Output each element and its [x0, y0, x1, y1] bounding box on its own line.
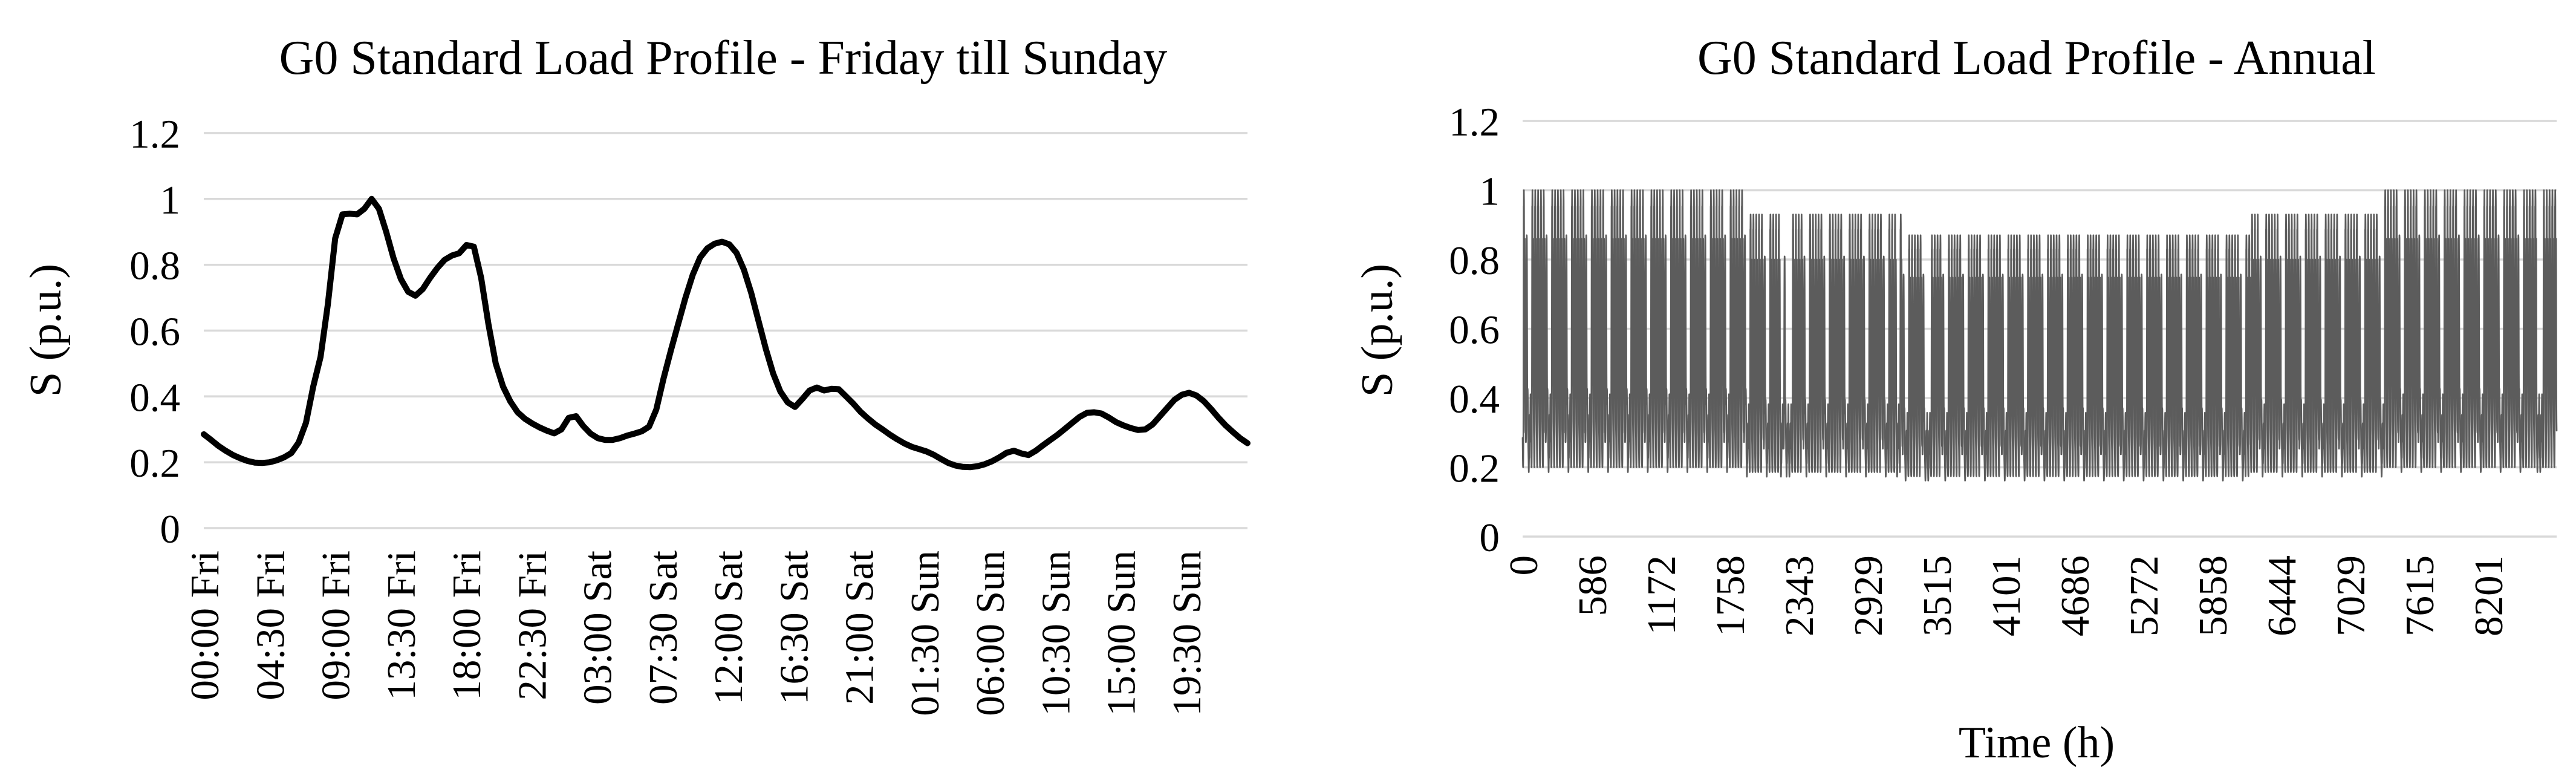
- x-tick-label: 10:30 Sun: [1033, 550, 1078, 716]
- y-tick-label: 1.2: [129, 112, 180, 157]
- y-tick-label: 0.2: [129, 441, 180, 486]
- x-tick-label: 19:30 Sun: [1165, 550, 1209, 716]
- y-tick-label: 0.2: [1449, 446, 1500, 491]
- x-tick-label: 3515: [1915, 555, 1960, 636]
- x-tick-label: 07:30 Sat: [641, 550, 686, 705]
- load-profile-line: [201, 195, 1251, 471]
- x-tick-label: 1172: [1639, 555, 1684, 635]
- x-tick-label: 0: [1501, 555, 1546, 576]
- chart-title: G0 Standard Load Profile - Friday till S…: [279, 31, 1168, 85]
- x-tick-label: 4686: [2053, 555, 2098, 636]
- x-tick-labels: 0 586 1172 1758 2343 2929 3515 4101 4686 5272 5858…: [1501, 555, 2511, 636]
- x-tick-label: 7615: [2398, 555, 2442, 636]
- x-tick-label: 22:30 Fri: [510, 550, 555, 701]
- y-tick-label: 0: [1480, 515, 1500, 560]
- x-tick-label: 2343: [1777, 555, 1822, 636]
- y-tick-label: 1: [160, 178, 181, 223]
- x-tick-label: 15:00 Sun: [1099, 550, 1144, 716]
- gridlines: [204, 132, 1247, 529]
- x-tick-label: 4101: [1984, 555, 2029, 636]
- x-tick-labels: 00:00 Fri 04:30 Fri 09:00 Fri 13:30 Fri 18:0…: [183, 550, 1209, 716]
- y-axis-title: S (p.u.): [1353, 264, 1402, 397]
- y-tick-labels: 1.2 1 0.8 0.6 0.4 0.2 0: [129, 112, 180, 552]
- x-tick-label: 586: [1570, 555, 1615, 616]
- x-tick-label: 18:00 Fri: [444, 550, 489, 701]
- x-tick-label: 13:30 Fri: [379, 550, 424, 701]
- x-tick-label: 03:00 Sat: [576, 550, 620, 705]
- x-tick-label: 01:30 Sun: [903, 550, 948, 716]
- chart-annual: 1.2 1 0.8 0.6 0.4 0.2 0 0 586 1172 1758 2343 2929 35…: [1353, 31, 2558, 768]
- x-tick-label: 7029: [2329, 555, 2373, 636]
- y-tick-label: 0.4: [1449, 377, 1500, 422]
- y-tick-label: 1: [1480, 169, 1500, 214]
- y-axis-title: S (p.u.): [21, 264, 71, 397]
- x-tick-label: 06:00 Sun: [968, 550, 1013, 716]
- y-tick-label: 0.4: [129, 375, 180, 420]
- chart-weekend: 1.2 1 0.8 0.6 0.4 0.2 0 00:00 Fri 04:30 Fri 09:0…: [21, 31, 1251, 716]
- x-tick-label: 8201: [2467, 555, 2511, 636]
- x-tick-label: 21:00 Sat: [838, 550, 882, 705]
- y-tick-label: 0: [160, 507, 181, 552]
- x-tick-label: 16:30 Sat: [772, 550, 816, 705]
- chart-title: G0 Standard Load Profile - Annual: [1697, 31, 2376, 85]
- x-tick-label: 00:00 Fri: [183, 550, 227, 701]
- y-tick-labels: 1.2 1 0.8 0.6 0.4 0.2 0: [1449, 100, 1500, 560]
- x-tick-label: 12:00 Sat: [706, 550, 751, 705]
- x-tick-label: 04:30 Fri: [248, 550, 293, 701]
- x-tick-label: 09:00 Fri: [314, 550, 359, 701]
- y-tick-label: 0.8: [129, 244, 180, 289]
- y-tick-label: 1.2: [1449, 100, 1500, 145]
- annual-load-profile-line: [1521, 189, 2558, 482]
- x-tick-label: 5858: [2191, 555, 2236, 636]
- y-tick-label: 0.6: [1449, 308, 1500, 353]
- y-tick-label: 0.6: [129, 310, 180, 354]
- x-axis-title: Time (h): [1959, 718, 2115, 768]
- y-tick-label: 0.8: [1449, 238, 1500, 283]
- x-tick-label: 6444: [2260, 555, 2304, 636]
- x-tick-label: 1758: [1708, 555, 1753, 636]
- x-tick-label: 2929: [1846, 555, 1891, 636]
- x-tick-label: 5272: [2122, 555, 2167, 636]
